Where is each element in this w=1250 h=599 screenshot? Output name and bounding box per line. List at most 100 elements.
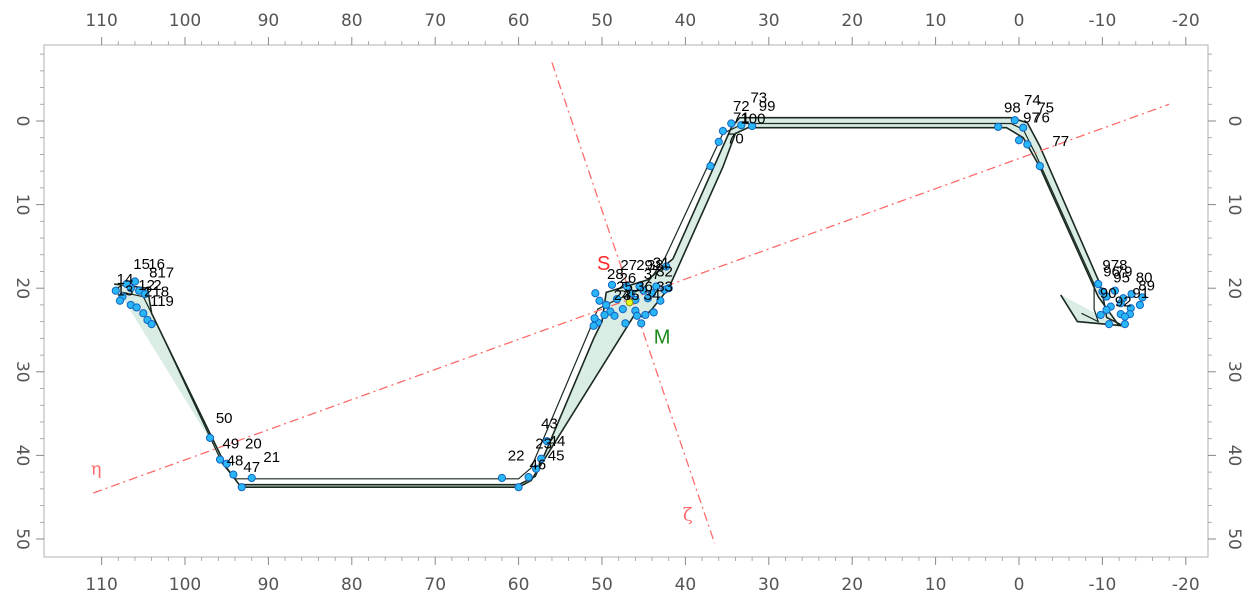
point-label: 23 [535,436,552,453]
data-point [1120,312,1130,321]
data-point [147,320,156,329]
data-point [610,311,619,320]
data-point [748,121,757,131]
point-label: 98 [1004,100,1021,117]
x-tick-label-top: 10 [925,11,947,31]
x-tick-label-top: 110 [85,11,117,31]
y-tick-label-right: 0 [1224,116,1244,127]
data-point [205,433,215,442]
point-label: 22 [508,447,525,464]
point-label: 25 [616,279,633,296]
tick-layer: 1101101001009090808070706060505040403030… [12,11,1244,595]
band-edge-lower [239,126,1120,489]
y-tick-label-right: 40 [1224,445,1244,467]
point-label: 78 [1111,257,1128,274]
point-label: 95 [1113,269,1130,286]
x-tick-label-bottom: 50 [591,575,613,595]
data-point [1120,320,1130,329]
y-tick-label-left: 0 [12,116,32,127]
data-point [602,300,611,310]
data-point [652,282,661,291]
data-point [222,459,231,468]
data-point [647,289,657,298]
point-label: 27 [620,257,637,274]
y-tick-label-right: 10 [1224,194,1244,216]
data-point [1110,286,1120,295]
data-point [589,321,598,330]
point-label: 76 [1033,110,1050,127]
data-point [639,286,648,295]
data-point [618,305,627,314]
point-label: 91 [1132,285,1149,302]
data-point [656,296,665,305]
data-point [1104,320,1114,329]
x-tick-label-top: -20 [1172,11,1200,31]
data-point [591,289,600,298]
data-point [612,294,622,304]
point-label: 48 [227,452,244,469]
data-point [1135,300,1145,310]
point-label: 77 [1052,133,1069,150]
x-tick-label-top: 50 [591,11,613,31]
data-point [115,296,125,305]
x-tick-label-bottom: 0 [1014,575,1025,595]
point-label: 43 [541,416,558,433]
data-point [229,470,238,479]
data-point [1019,123,1028,132]
data-point [215,455,225,464]
x-tick-label-top: -10 [1089,11,1117,31]
point-label: 13 [117,283,134,300]
y-tick-label-left: 10 [12,194,32,216]
data-point [621,319,630,328]
point-label: 12 [138,277,155,294]
data-point [1138,293,1147,302]
data-point [542,437,552,446]
point-label: 2 [153,277,161,294]
m-point [625,298,634,307]
x-tick-label-top: 30 [758,11,780,31]
point-label: 119 [150,293,174,310]
data-point [139,309,148,318]
point-label: 45 [548,447,565,464]
point-label: 75 [1037,100,1054,117]
point-label: 46 [529,457,546,474]
data-point [237,483,246,492]
x-tick-label-bottom: 110 [85,575,117,595]
point-label: 72 [733,98,750,115]
y-tick-label-left: 30 [12,361,32,383]
data-point [1035,162,1044,171]
data-point [590,314,599,323]
x-tick-label-bottom: 60 [508,575,530,595]
point-label: 21 [263,449,280,466]
point-label: 90 [1100,285,1117,302]
point-label: 47 [243,459,260,476]
point-label: 29 [636,257,653,274]
data-point [994,122,1003,131]
data-point [649,308,658,317]
m-marker-label: M [654,326,671,348]
point-label: 74 [1024,92,1041,109]
point-label: 89 [1138,278,1155,295]
point-label: 37 [644,266,661,283]
point-label: 24 [614,287,631,304]
data-point [595,296,604,305]
data-point [132,303,141,312]
point-label: 31 [653,254,670,271]
x-tick-label-top: 60 [508,11,530,31]
point-label: 32 [656,263,673,280]
zeta-label: ζ [683,505,693,526]
data-point [1102,292,1111,301]
x-tick-label-bottom: 30 [758,575,780,595]
x-tick-label-bottom: 20 [841,575,863,595]
s-marker-label: S [597,253,610,275]
x-tick-label-top: 20 [841,11,863,31]
point-label: 44 [549,433,566,450]
data-point [632,311,642,320]
plot-frame [43,44,1209,558]
x-tick-label-bottom: 80 [341,575,363,595]
point-label: 16 [148,256,165,273]
point-label: 14 [117,271,134,288]
point-label: 218 [144,284,169,301]
